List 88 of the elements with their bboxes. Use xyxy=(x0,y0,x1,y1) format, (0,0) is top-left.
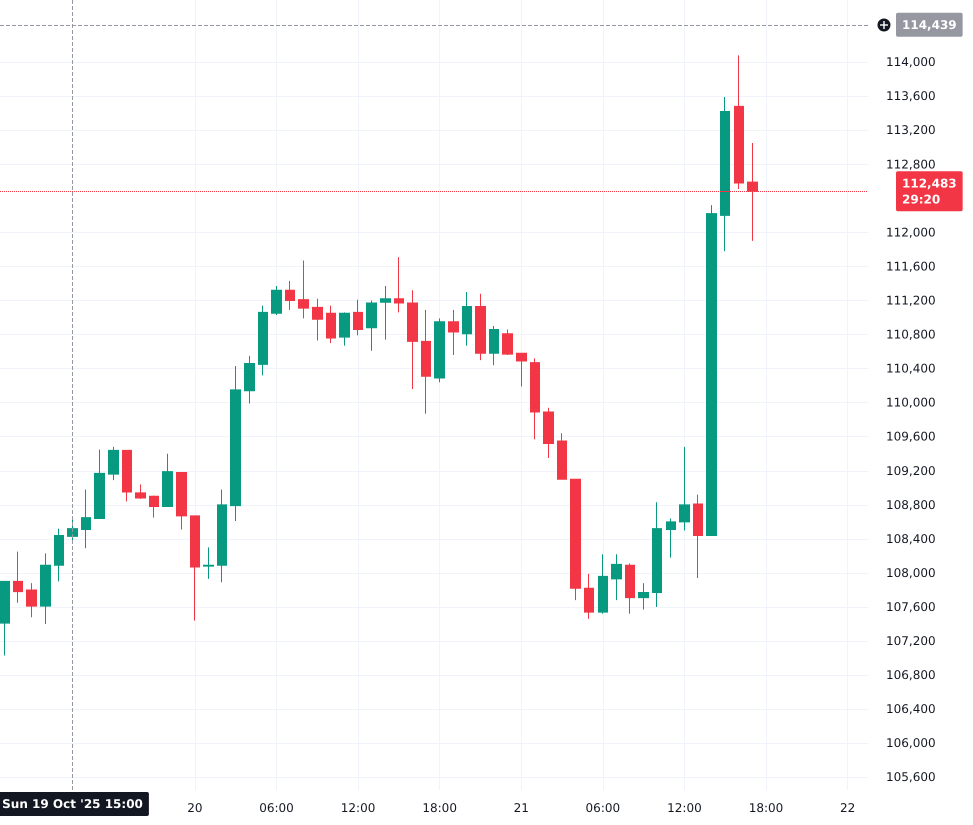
candlestick xyxy=(108,446,119,481)
candlestick xyxy=(462,291,472,346)
candlestick xyxy=(285,280,295,310)
x-tick-label: 06:00 xyxy=(586,801,620,815)
candlestick xyxy=(489,326,499,366)
x-tick-label: 18:00 xyxy=(748,801,784,815)
candlestick xyxy=(54,528,64,582)
candlestick xyxy=(162,453,173,508)
candlestick xyxy=(720,96,730,252)
y-tick-label: 106,400 xyxy=(886,702,936,716)
candlestick xyxy=(394,256,404,313)
candlestick xyxy=(421,309,431,414)
candlestick xyxy=(652,502,662,608)
y-tick-label: 114,000 xyxy=(886,55,936,70)
candlestick xyxy=(67,518,78,543)
ref-line-label: 112,483 29:20 xyxy=(902,176,957,206)
x-tick-label: 20 xyxy=(187,801,203,815)
y-tick-label: 111,200 xyxy=(886,294,936,308)
candlestick xyxy=(598,554,608,614)
y-tick-label: 109,200 xyxy=(886,464,936,478)
y-tick-label: 109,600 xyxy=(886,430,936,444)
candlestick xyxy=(638,582,649,610)
candlestick xyxy=(203,546,214,580)
candlestick xyxy=(693,494,703,579)
candlestick xyxy=(407,290,418,390)
candlestick xyxy=(625,563,635,614)
y-tick-label: 106,000 xyxy=(886,736,936,750)
ref-line-label: 114,439 xyxy=(902,18,957,32)
candlestick xyxy=(366,300,377,352)
candlestick xyxy=(516,352,527,387)
candlestick xyxy=(312,298,323,342)
x-tick-label: 06:00 xyxy=(259,801,294,815)
y-tick-label: 110,800 xyxy=(886,328,936,342)
ref-line-label: Sun 19 Oct '25 15:00 xyxy=(2,797,143,811)
y-tick-label: 113,200 xyxy=(886,123,936,138)
y-tick-label: 113,600 xyxy=(886,89,936,104)
candlestick xyxy=(217,488,227,583)
candlestick xyxy=(40,552,51,624)
candlestick xyxy=(557,432,567,480)
candlestick xyxy=(122,450,132,502)
candlestick xyxy=(81,488,91,549)
candlestick xyxy=(135,484,146,500)
candlestick xyxy=(149,494,159,518)
y-tick-label: 107,200 xyxy=(886,634,936,648)
candlestick xyxy=(0,580,10,656)
y-tick-label: 108,000 xyxy=(886,566,936,580)
candlestick xyxy=(679,446,690,531)
x-tick-label: 22 xyxy=(840,801,856,815)
candlestick xyxy=(230,366,241,522)
candlestick xyxy=(543,407,554,458)
x-tick-label: 12:00 xyxy=(340,801,376,815)
y-tick-label: 106,800 xyxy=(886,668,936,682)
y-tick-label: 110,400 xyxy=(886,362,936,376)
y-tick-label: 105,600 xyxy=(886,770,936,784)
x-tick-label: 21 xyxy=(514,801,529,815)
candlestick xyxy=(570,478,581,601)
candlestick xyxy=(734,54,744,190)
candlestick xyxy=(176,472,187,530)
candlestick xyxy=(448,309,459,356)
y-tick-label: 111,600 xyxy=(886,259,936,274)
candlestick xyxy=(244,355,255,404)
x-tick-label: 12:00 xyxy=(667,801,702,815)
candlestick xyxy=(271,286,282,316)
candlestick xyxy=(502,328,513,356)
candlestick xyxy=(584,573,594,620)
candlestick xyxy=(666,518,676,558)
y-tick-label: 108,800 xyxy=(886,498,936,512)
candlestick xyxy=(26,582,37,618)
y-tick-label: 112,800 xyxy=(886,157,936,172)
candlestick xyxy=(190,515,200,622)
candlestick xyxy=(258,305,268,376)
y-tick-label: 108,400 xyxy=(886,532,936,546)
candlestick xyxy=(434,318,445,383)
y-tick-label: 107,600 xyxy=(886,600,936,614)
candlestick xyxy=(298,260,309,319)
candlestick xyxy=(353,299,363,336)
y-tick-label: 112,000 xyxy=(886,225,936,240)
candlestick xyxy=(611,554,622,601)
x-tick-label: 18:00 xyxy=(422,801,457,815)
y-tick-label: 110,000 xyxy=(886,396,936,410)
candlestick xyxy=(530,358,540,440)
candlestick xyxy=(326,305,336,344)
candlestick xyxy=(13,551,23,604)
candlestick xyxy=(380,286,391,340)
candlestick xyxy=(94,448,105,519)
candlestick xyxy=(706,204,717,536)
candlestick xyxy=(339,312,350,346)
candlestick xyxy=(475,293,486,361)
